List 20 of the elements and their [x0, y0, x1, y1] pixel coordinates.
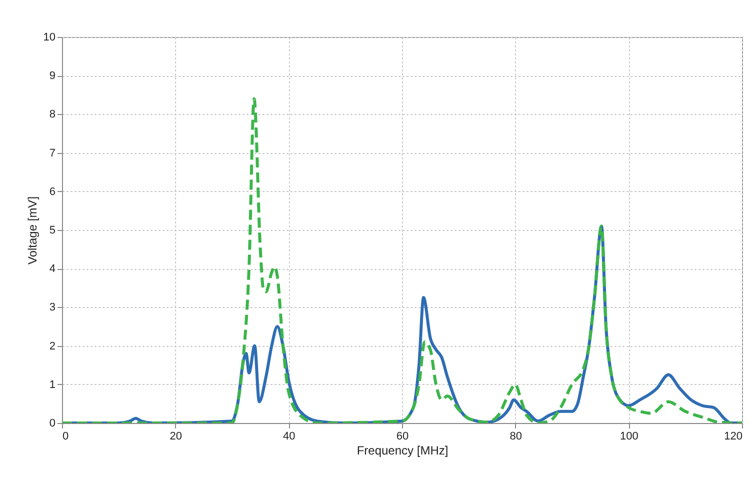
x-tick-label: 80 [510, 430, 522, 442]
x-axis-title: Frequency [MHz] [356, 444, 448, 458]
y-tick-label: 6 [49, 186, 56, 198]
y-tick-label: 9 [49, 70, 56, 82]
y-tick-label: 4 [49, 263, 56, 276]
y-tick-label: 10 [43, 32, 56, 44]
x-tick-label: 40 [283, 430, 296, 442]
x-tick-label: 0 [62, 430, 69, 442]
x-tick-label: 120 [724, 430, 742, 442]
x-tick-label: 60 [396, 430, 409, 442]
y-tick-label: 1 [49, 378, 56, 391]
y-tick-label: 2 [49, 340, 56, 352]
x-tick-label: 100 [620, 430, 638, 442]
x-tick-label: 20 [170, 430, 182, 442]
y-axis-title: Voltage [mV] [25, 196, 40, 265]
y-tick-label: 8 [49, 108, 56, 121]
y-tick-label: 3 [49, 302, 56, 314]
y-tick-label: 7 [49, 147, 56, 160]
y-tick-label: 5 [49, 224, 56, 236]
y-tick-label: 0 [49, 418, 56, 430]
